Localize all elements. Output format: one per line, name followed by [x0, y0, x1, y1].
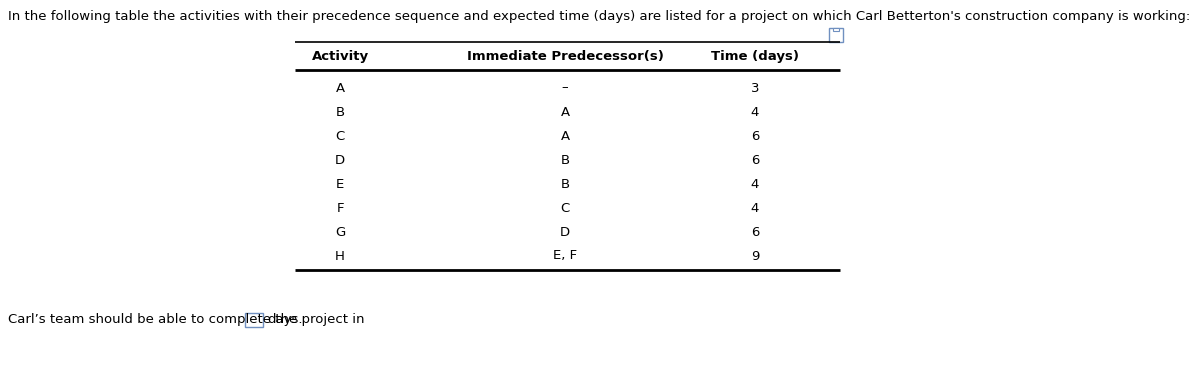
- Text: 4: 4: [751, 202, 760, 215]
- Text: 3: 3: [751, 82, 760, 95]
- FancyBboxPatch shape: [245, 313, 263, 327]
- Text: 6: 6: [751, 153, 760, 166]
- Text: H: H: [335, 249, 344, 263]
- Text: 6: 6: [751, 129, 760, 142]
- Text: B: B: [336, 105, 344, 119]
- Text: D: D: [560, 226, 570, 239]
- Text: Carl’s team should be able to complete the project in: Carl’s team should be able to complete t…: [8, 313, 368, 327]
- Text: E, F: E, F: [553, 249, 577, 263]
- Text: In the following table the activities with their precedence sequence and expecte: In the following table the activities wi…: [8, 10, 1190, 23]
- Text: A: A: [560, 129, 570, 142]
- Text: A: A: [560, 105, 570, 119]
- Text: C: C: [335, 129, 344, 142]
- Text: 4: 4: [751, 178, 760, 190]
- Text: A: A: [336, 82, 344, 95]
- Text: G: G: [335, 226, 346, 239]
- Text: Activity: Activity: [312, 49, 368, 62]
- Text: 6: 6: [751, 226, 760, 239]
- FancyBboxPatch shape: [829, 28, 842, 42]
- FancyBboxPatch shape: [833, 28, 839, 31]
- Text: B: B: [560, 153, 570, 166]
- Text: D: D: [335, 153, 346, 166]
- Text: Immediate Predecessor(s): Immediate Predecessor(s): [467, 49, 664, 62]
- Text: Time (days): Time (days): [710, 49, 799, 62]
- Text: E: E: [336, 178, 344, 190]
- Text: 9: 9: [751, 249, 760, 263]
- Text: days.: days.: [266, 313, 302, 327]
- Text: C: C: [560, 202, 570, 215]
- Text: 4: 4: [751, 105, 760, 119]
- Text: F: F: [336, 202, 343, 215]
- Text: B: B: [560, 178, 570, 190]
- Text: –: –: [562, 82, 569, 95]
